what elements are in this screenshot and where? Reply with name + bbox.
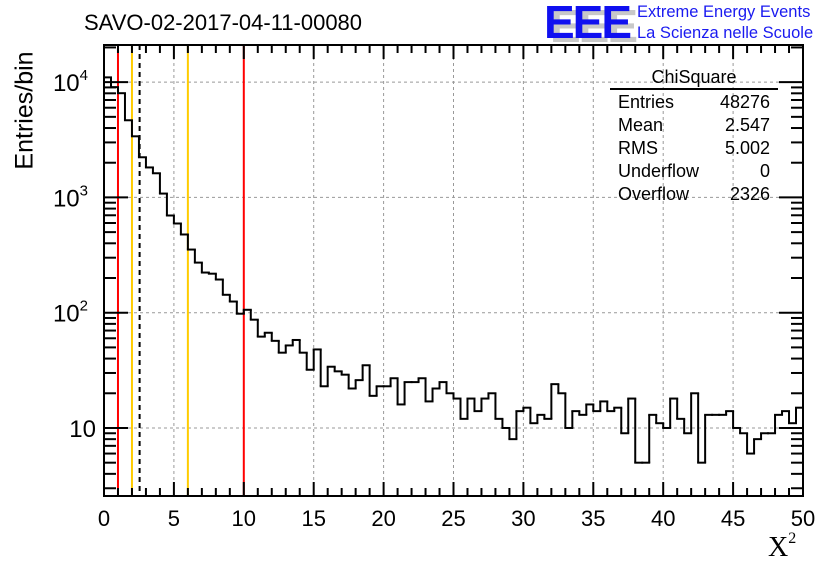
x-tick-label: 25 [441,506,465,531]
stats-label: RMS [618,138,658,158]
stats-box: ChiSquare Entries 48276 Mean 2.547 RMS 5.00… [610,66,778,206]
logo-mark: EEE [544,0,632,48]
x-tick-label: 10 [232,506,256,531]
stats-value: 2326 [729,184,770,204]
stats-title: ChiSquare [610,66,778,90]
x-tick-label: 15 [301,506,325,531]
stats-value: 5.002 [724,138,770,158]
x-tick-label: 45 [721,506,745,531]
y-tick-base: 10 [69,416,96,443]
x-tick-label: 20 [371,506,395,531]
y-tick-label: 10 [69,416,96,443]
stats-value: 2.547 [724,115,770,135]
y-tick-label: 104 [53,67,88,97]
y-tick-base: 10 [53,70,80,97]
stats-row-entries: Entries 48276 [610,91,778,114]
x-tick-label: 5 [168,506,180,531]
y-tick-label: 102 [53,298,88,328]
stats-row-overflow: Overflow 2326 [610,183,778,206]
stats-row-underflow: Underflow 0 [610,160,778,183]
x-tick-label: 0 [98,506,110,531]
stats-label: Overflow [618,184,690,204]
x-tick-label: 50 [791,506,815,531]
stats-value: 0 [759,161,770,181]
y-axis-label: Entries/bin [10,51,39,170]
y-tick-exponent: 3 [80,182,88,199]
stats-label: Entries [618,92,675,112]
logo-line-2: La Scienza nelle Scuole [637,24,814,42]
y-tick-label: 103 [53,182,88,212]
stats-row-mean: Mean 2.547 [610,114,778,137]
stats-label: Underflow [618,161,700,181]
y-tick-exponent: 2 [80,298,88,315]
x-axis-label: X2 [768,530,797,564]
eee-logo: EEE [544,0,636,48]
stats-row-rms: RMS 5.002 [610,137,778,160]
stats-label: Mean [618,115,664,135]
x-tick-label: 35 [581,506,605,531]
x-tick-label: 30 [511,506,535,531]
y-tick-exponent: 4 [80,67,88,84]
x-axis-label-exponent: 2 [788,530,797,547]
y-tick-base: 10 [53,301,80,328]
logo-line-1: Extreme Energy Events [637,3,811,21]
x-tick-label: 40 [651,506,675,531]
y-tick-base: 10 [53,185,80,212]
x-axis-label-base: X [768,532,789,563]
chart-title: SAVO-02-2017-04-11-00080 [84,10,363,35]
stats-value: 48276 [719,92,770,112]
